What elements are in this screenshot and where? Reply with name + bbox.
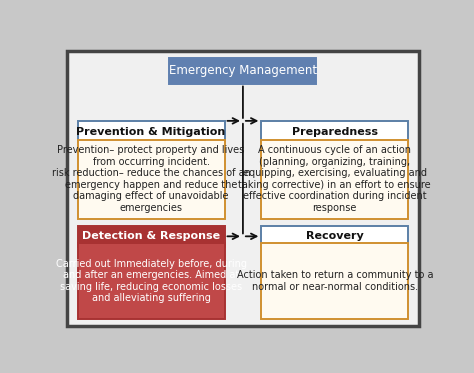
Text: Prevention & Mitigation: Prevention & Mitigation [76,127,226,137]
Bar [261,243,408,319]
Text: Prevention– protect property and lives
from occurring incident.
risk reduction– : Prevention– protect property and lives f… [52,145,251,213]
Text: Recovery: Recovery [306,232,364,241]
Text: Carried out Immediately before, during
and after an emergencies. Aimed at
saving: Carried out Immediately before, during a… [55,258,246,303]
Bar [261,121,408,142]
Bar [78,243,225,319]
Bar [78,226,225,247]
Text: Emergency Management: Emergency Management [169,64,317,77]
Bar [261,226,408,247]
Text: Action taken to return a community to a
normal or near-normal conditions.: Action taken to return a community to a … [237,270,433,292]
Text: Detection & Response: Detection & Response [82,232,220,241]
Text: Preparedness: Preparedness [292,127,378,137]
Bar [78,140,225,219]
Text: A continuous cycle of an action
(planning, organizing, training,
equipping, exer: A continuous cycle of an action (plannin… [238,145,431,213]
Bar [169,58,316,84]
Bar [78,121,225,142]
Bar [261,140,408,219]
